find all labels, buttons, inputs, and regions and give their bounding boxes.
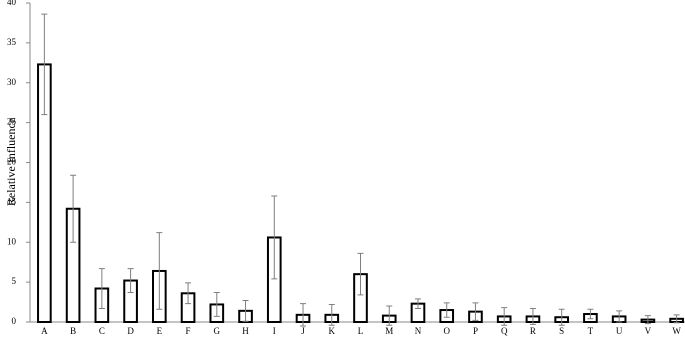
- error-bar: [127, 268, 134, 293]
- x-tick-label: G: [214, 326, 221, 336]
- error-bar: [501, 307, 508, 326]
- x-tick-label: U: [616, 326, 623, 336]
- x-tick-label: A: [41, 326, 48, 336]
- y-tick-label: 25: [7, 117, 17, 127]
- x-tick-label: M: [385, 326, 393, 336]
- x-tick-label: Q: [501, 326, 508, 336]
- y-tick-label: 10: [7, 236, 17, 246]
- error-bar: [616, 310, 623, 323]
- error-bar: [41, 13, 48, 116]
- x-tick-label: H: [242, 326, 249, 336]
- x-tick-label: E: [157, 326, 163, 336]
- error-bar: [70, 174, 77, 243]
- x-tick-label: O: [443, 326, 450, 336]
- x-tick-label: P: [473, 326, 478, 336]
- error-bar: [558, 308, 565, 326]
- x-tick-label: K: [329, 326, 336, 336]
- x-tick-label: B: [70, 326, 76, 336]
- error-bar: [328, 303, 335, 326]
- error-bar: [271, 195, 278, 280]
- x-tick-label: J: [301, 326, 305, 336]
- y-tick-label: 40: [7, 0, 17, 7]
- x-tick-label: W: [672, 326, 681, 336]
- x-tick-label: T: [588, 326, 594, 336]
- error-bar: [414, 298, 421, 309]
- error-bar: [386, 305, 393, 326]
- y-tick-label: 20: [7, 157, 17, 167]
- x-tick-label: V: [645, 326, 652, 336]
- y-tick-label: 30: [7, 77, 17, 87]
- x-tick-label: I: [273, 326, 276, 336]
- error-bar: [443, 302, 450, 318]
- x-tick-label: S: [559, 326, 564, 336]
- x-tick-label: D: [127, 326, 134, 336]
- y-tick-label: 5: [12, 276, 17, 286]
- error-bar: [242, 299, 249, 322]
- error-bar: [156, 232, 163, 310]
- error-bar: [300, 303, 307, 327]
- error-bar: [357, 252, 364, 296]
- error-bar: [529, 307, 536, 325]
- y-tick-label: 0: [12, 316, 17, 326]
- x-tick-label: F: [186, 326, 191, 336]
- y-tick-label: 35: [7, 37, 17, 47]
- x-tick-label: N: [415, 326, 422, 336]
- y-tick-label: 15: [7, 196, 17, 206]
- error-bar: [98, 268, 105, 309]
- error-bar: [213, 291, 220, 317]
- error-bar: [185, 282, 192, 305]
- error-bar: [472, 302, 479, 321]
- x-tick-label: L: [358, 326, 364, 336]
- x-tick-label: R: [530, 326, 536, 336]
- error-bar: [644, 315, 651, 325]
- error-bar: [587, 308, 594, 320]
- y-axis-label: Relative Influence: [4, 118, 18, 206]
- error-bar: [673, 314, 680, 324]
- x-tick-label: C: [99, 326, 105, 336]
